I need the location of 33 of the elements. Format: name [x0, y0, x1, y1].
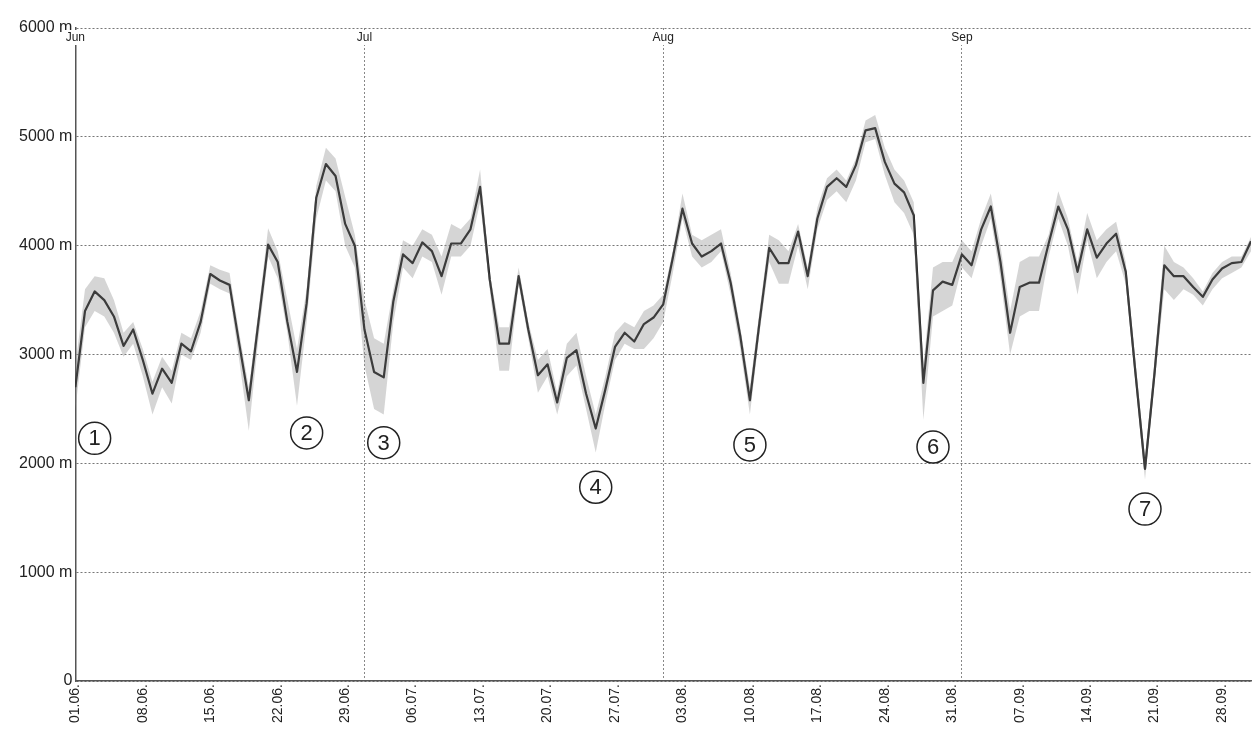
x-tick-label: 08.06. — [133, 684, 150, 724]
annotation: 3 — [377, 429, 390, 455]
x-tick-label: 28.09. — [1212, 684, 1229, 724]
x-tick-label: 29.06. — [336, 684, 353, 724]
x-tick-label: 27.07. — [605, 684, 622, 724]
x2-tick-label: Aug — [652, 30, 674, 45]
annotation: 5 — [743, 431, 757, 457]
y-tick-label: 4000 m — [18, 236, 73, 254]
y-tick-label: 5000 m — [18, 127, 73, 145]
x-tick-label: 03.08. — [673, 684, 690, 724]
y-tick-label: 2000 m — [18, 453, 73, 471]
x-tick-label: 22.06. — [268, 684, 285, 724]
annotation: 4 — [589, 474, 602, 500]
x-tick-label: 14.09. — [1078, 684, 1095, 724]
x-tick-label: 15.06. — [201, 684, 218, 724]
annotation: 1 — [88, 425, 101, 451]
y-tick-label: 3000 m — [18, 344, 73, 362]
x-tick-label: 17.08. — [808, 684, 825, 724]
y-tick-label: 1000 m — [18, 562, 73, 580]
x-tick-label: 24.08. — [875, 684, 892, 724]
x-tick-label: 07.09. — [1010, 684, 1027, 724]
x2-tick-label: Jun — [65, 30, 86, 45]
x2-tick-label: Jul — [356, 30, 373, 45]
annotation: 7 — [1138, 496, 1152, 522]
annotation: 6 — [926, 434, 940, 460]
x-tick-label: 21.09. — [1145, 684, 1162, 724]
x-tick-label: 06.07. — [403, 684, 420, 724]
x-tick-label: 31.08. — [943, 684, 960, 724]
x-tick-label: 20.07. — [538, 684, 555, 724]
annotation: 2 — [300, 419, 313, 445]
x-tick-label: 10.08. — [740, 684, 757, 724]
x2-tick-label: Sep — [951, 30, 973, 45]
x-tick-label: 13.07. — [470, 684, 487, 724]
